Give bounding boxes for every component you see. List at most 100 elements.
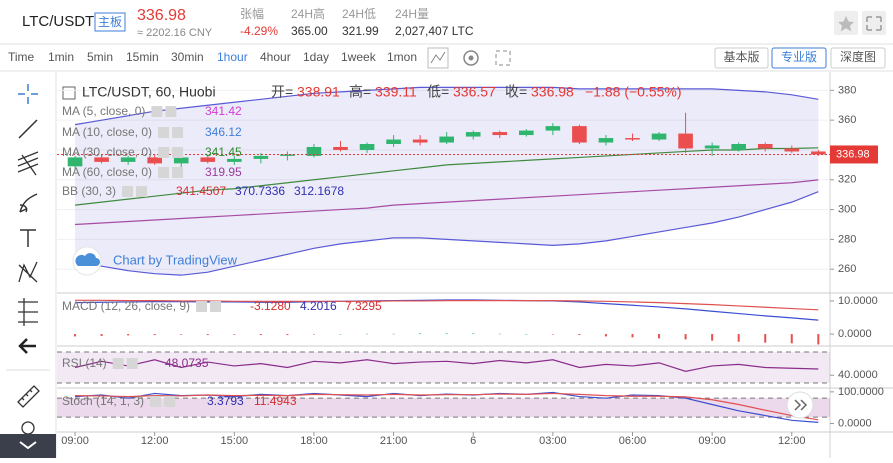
x-tick-label: 09:00: [61, 435, 89, 447]
text-tool[interactable]: [20, 229, 36, 247]
chevron: [19, 441, 37, 450]
legend-close[interactable]: [210, 301, 222, 312]
interval[interactable]: 1hour: [217, 50, 248, 64]
stat-label: 24H低: [342, 7, 376, 21]
legend-eye[interactable]: [112, 358, 124, 369]
interval[interactable]: 15min: [126, 50, 159, 64]
watermark: Chart by TradingView: [113, 252, 238, 267]
watermark-cloud: [75, 253, 100, 266]
x-tick-label: 6: [470, 435, 476, 447]
interval[interactable]: Time: [8, 50, 35, 64]
star-icon: [838, 16, 854, 32]
mode-button[interactable]: [830, 47, 886, 69]
y-tick-label: 0.0000: [838, 417, 872, 429]
band-zone: [57, 398, 830, 418]
interval[interactable]: 1week: [341, 50, 377, 64]
back-tool[interactable]: [18, 338, 36, 354]
mode-label: 专业版: [781, 49, 817, 64]
ohlc-label: 开=: [271, 84, 293, 100]
histogram-bar: [525, 334, 528, 335]
fullscreen[interactable]: [862, 11, 886, 35]
price-tag-label: 336.98: [836, 148, 870, 160]
candle-body: [147, 157, 162, 164]
candle-body: [333, 146, 348, 150]
legend-value: 11.4943: [254, 394, 297, 408]
legend-eye[interactable]: [122, 186, 134, 197]
legend-eye[interactable]: [150, 396, 162, 407]
legend-close[interactable]: [172, 147, 184, 158]
x-tick-label: 18:00: [300, 435, 328, 447]
ohlc-value: 339.11: [375, 84, 417, 100]
candle-body: [67, 157, 83, 167]
brush-tool[interactable]: [19, 193, 38, 213]
candle-body: [412, 139, 428, 143]
legend-close[interactable]: [172, 167, 184, 178]
histogram-bar: [817, 334, 820, 345]
candle-body: [465, 132, 481, 137]
series-line: [74, 147, 819, 206]
candle-body: [94, 157, 109, 162]
series-line: [75, 299, 819, 311]
legend-close[interactable]: [136, 186, 148, 197]
ruler-tool[interactable]: [17, 385, 40, 408]
measure-tool[interactable]: [18, 298, 38, 326]
stat-value: -4.29%: [240, 24, 278, 38]
interval[interactable]: 4hour: [260, 50, 291, 64]
ohlc-label: 低=: [427, 84, 449, 100]
legend-close[interactable]: [172, 127, 184, 138]
histogram-bar: [711, 334, 714, 341]
legend-eye[interactable]: [158, 127, 170, 138]
fib-tool[interactable]: [17, 151, 39, 176]
expand-icon: [866, 16, 882, 31]
settings-btn[interactable]: [463, 50, 479, 66]
collapse-btn[interactable]: [0, 434, 56, 458]
legend-name: MA (10, close, 0): [62, 125, 152, 139]
candle-body: [678, 133, 693, 149]
interval[interactable]: 1min: [48, 50, 74, 64]
indicator-btn[interactable]: [427, 47, 449, 69]
mode-button[interactable]: [714, 47, 769, 69]
pattern-tool[interactable]: [18, 261, 38, 283]
legend-value: 7.3295: [345, 299, 382, 313]
legend-close[interactable]: [164, 396, 176, 407]
legend-value: 48.0735: [165, 356, 209, 370]
candle-body: [811, 151, 826, 155]
candle-body: [625, 138, 640, 140]
legend-name: BB (30, 3): [62, 184, 116, 198]
legend-eye[interactable]: [196, 301, 208, 312]
ohlc-label: 高=: [349, 84, 371, 100]
screenshot-btn[interactable]: [495, 50, 511, 66]
line-tool[interactable]: [18, 119, 38, 139]
interval[interactable]: 1day: [303, 50, 329, 64]
interval[interactable]: 30min: [171, 50, 204, 64]
histogram-bar: [498, 333, 501, 335]
legend-close[interactable]: [126, 358, 138, 369]
histogram-bar: [658, 334, 661, 339]
legend-toggle[interactable]: [62, 86, 76, 100]
legend-eye[interactable]: [151, 106, 163, 117]
y-tick-label: 380: [838, 84, 856, 96]
scroll-icon: [794, 399, 808, 411]
histogram-bar: [551, 334, 554, 335]
histogram-bar: [366, 333, 369, 335]
candle-body: [704, 145, 720, 149]
y-tick-label: 280: [838, 233, 856, 245]
legend-eye[interactable]: [158, 147, 170, 158]
crosshair-tool[interactable]: [18, 84, 38, 104]
toolbar: Time 1min 5min 15min 30min 1hour 4hour 1day 1wee…: [8, 47, 886, 69]
histogram-bar: [153, 334, 156, 336]
y-tick-label: 360: [838, 114, 856, 126]
interval[interactable]: 5min: [87, 50, 113, 64]
histogram-bar: [472, 333, 475, 335]
series-line: [75, 392, 819, 421]
legend-name: MA (5, close, 0): [62, 104, 145, 118]
legend-close[interactable]: [165, 106, 177, 117]
legend-value: 3.3793: [207, 394, 244, 408]
histogram-bar: [790, 334, 793, 344]
legend-eye[interactable]: [158, 167, 170, 178]
histogram-bar: [631, 334, 634, 338]
x-tick-label: 09:00: [698, 435, 726, 447]
settings-icon: [468, 55, 474, 61]
interval[interactable]: 1mon: [387, 50, 417, 64]
mode-button[interactable]: [771, 47, 827, 69]
